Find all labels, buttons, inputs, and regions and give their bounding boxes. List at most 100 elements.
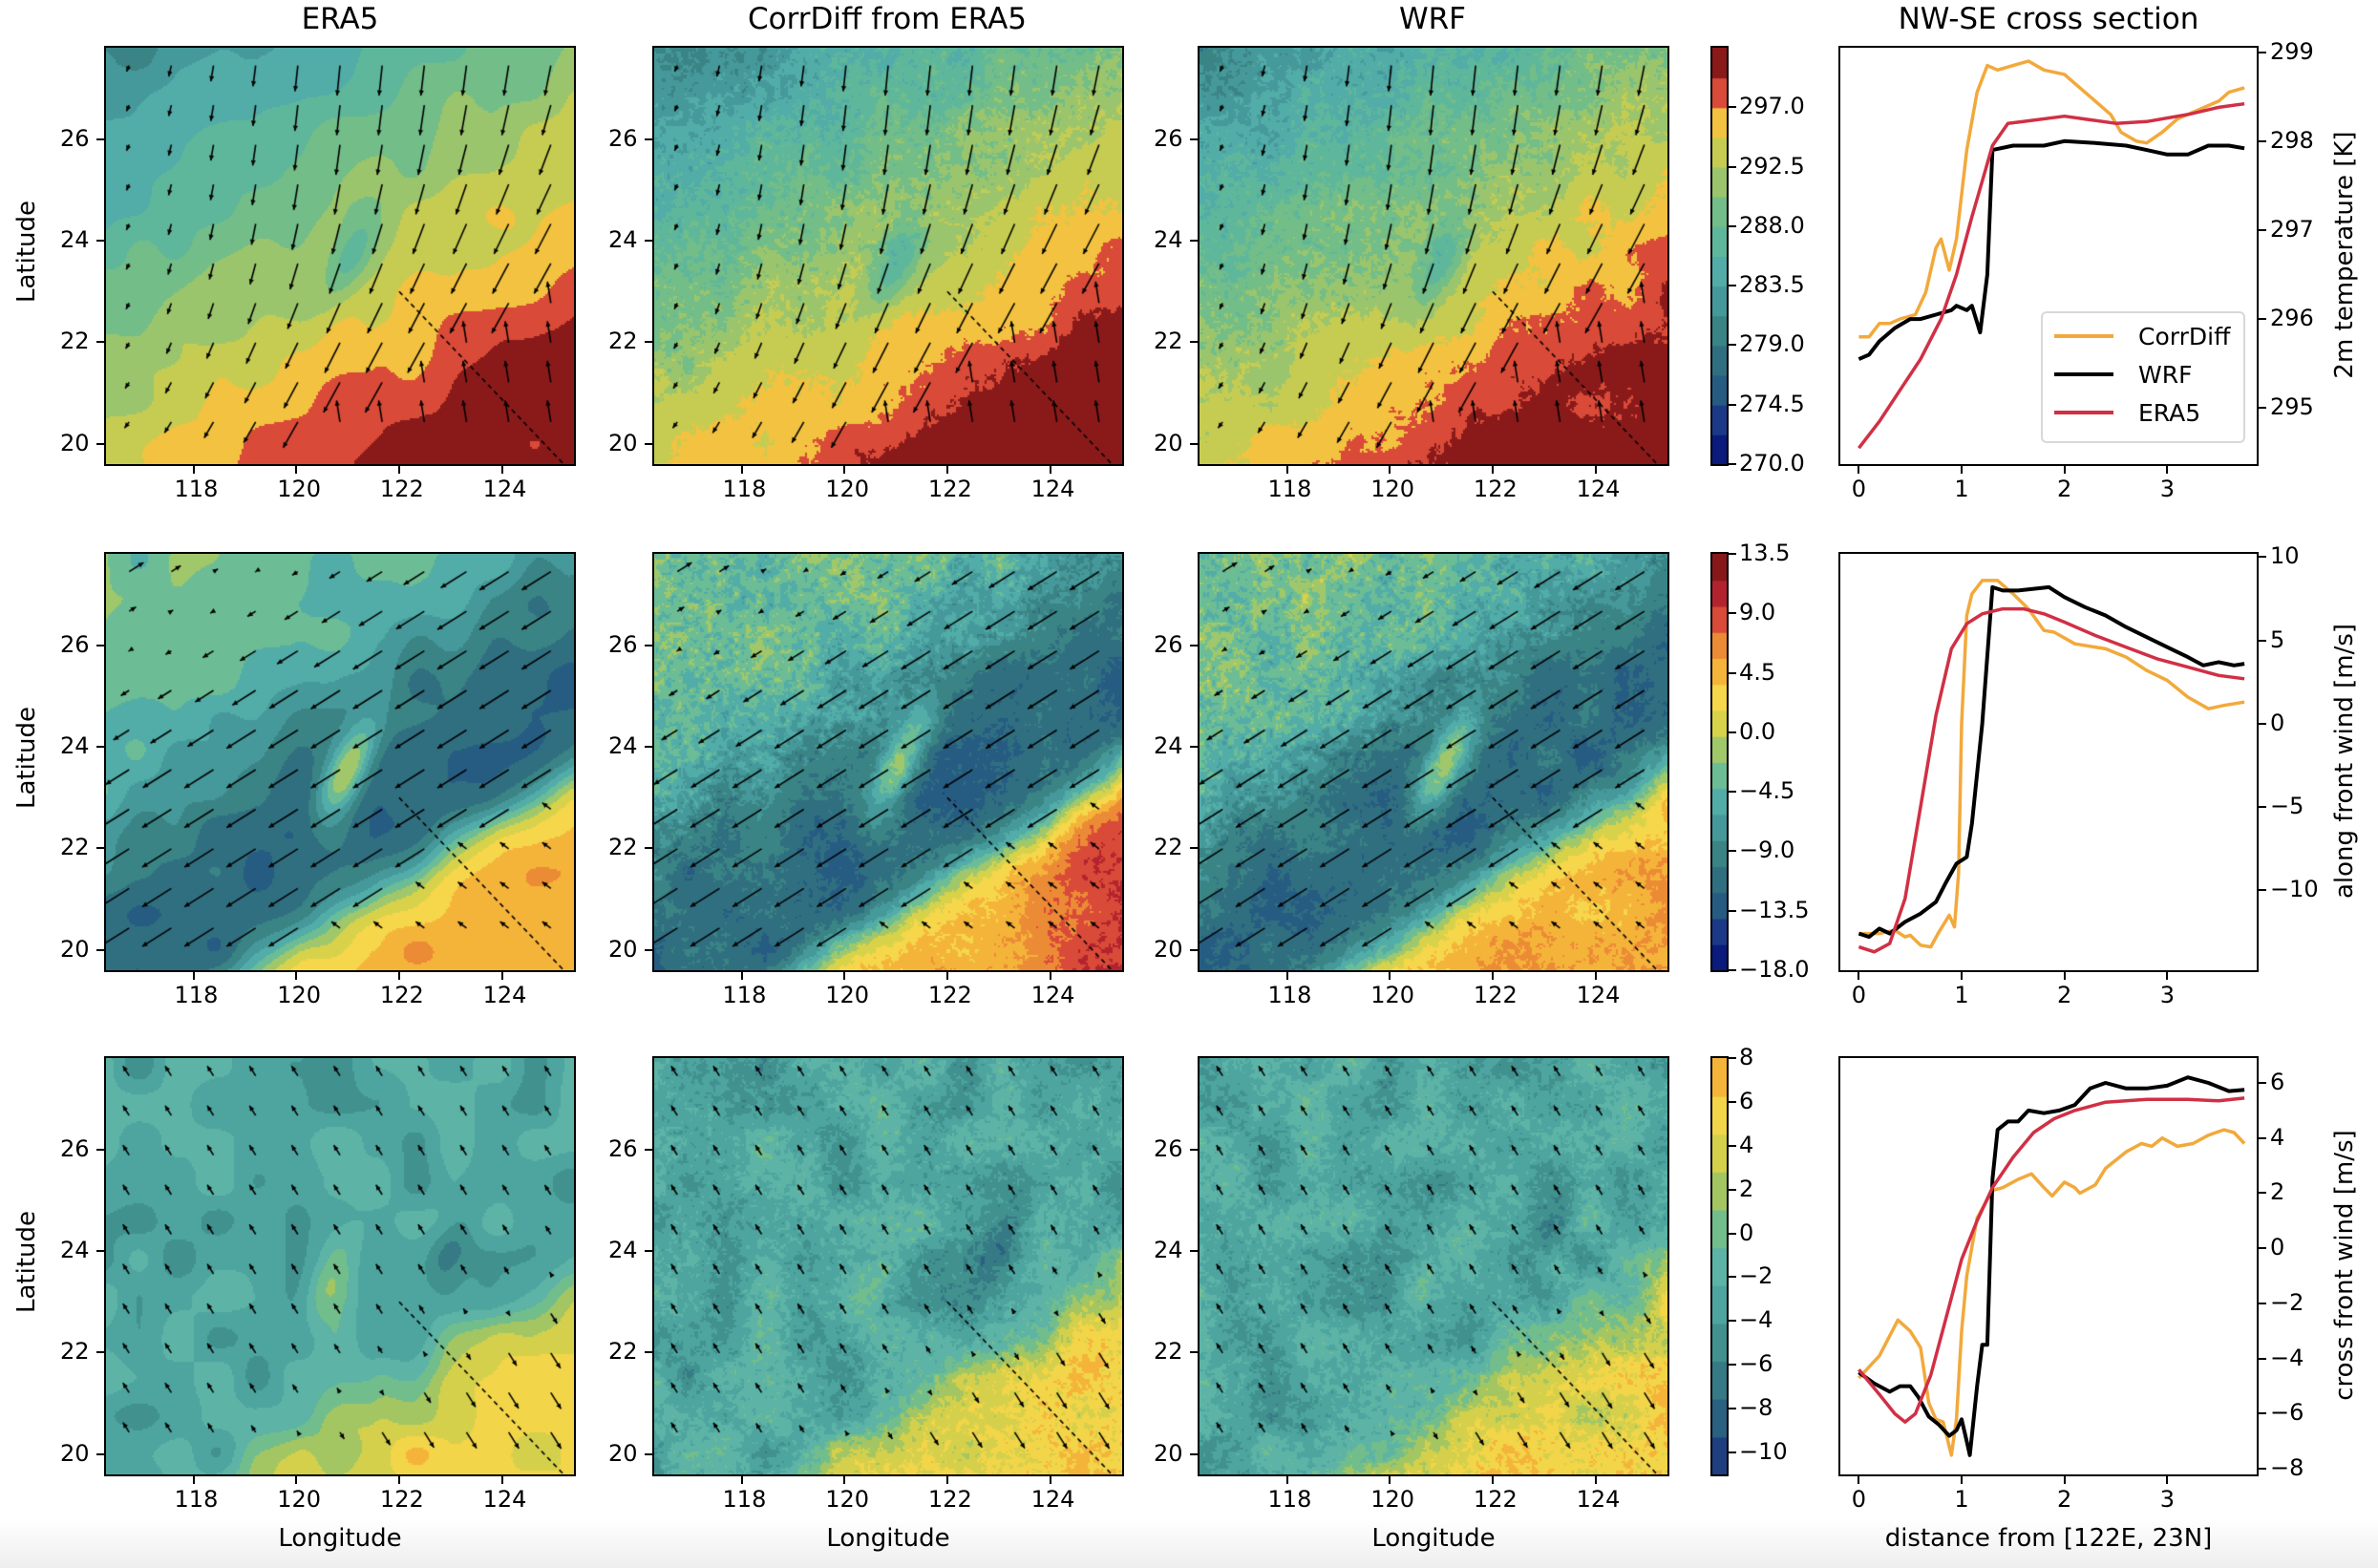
y-tick-mark — [1190, 644, 1198, 646]
colorbar-tick-label: −4 — [1739, 1306, 1773, 1334]
y-tick-mark — [1190, 847, 1198, 850]
y-tick-mark — [1190, 240, 1198, 243]
x-tick-label: 122 — [927, 476, 972, 502]
series-line-wrf — [1858, 138, 2245, 361]
y-tick-label: −4 — [2270, 1344, 2304, 1371]
colorbar-tick-mark — [1729, 791, 1736, 794]
y-tick-label: 6 — [2270, 1068, 2285, 1095]
x-tick-mark — [1858, 972, 1860, 980]
y-tick-label: 24 — [60, 1237, 90, 1264]
colorbar-tick-label: 0 — [1739, 1218, 1754, 1246]
contour-field — [654, 48, 1122, 464]
map-along-front-wind-era5 — [104, 552, 576, 972]
map-cross-front-wind-era5 — [104, 1056, 576, 1476]
legend-line-wrf — [2054, 372, 2113, 376]
y-tick-label: 26 — [608, 1134, 638, 1162]
colorbar-tick-label: 9.0 — [1739, 599, 1776, 626]
y-tick-mark — [2259, 806, 2266, 809]
x-tick-label: 118 — [722, 1486, 767, 1513]
x-tick-mark — [1285, 1476, 1288, 1484]
x-tick-mark — [2063, 972, 2066, 980]
colorbar-tick-mark — [1729, 1144, 1736, 1147]
x-tick-mark — [1389, 1476, 1391, 1484]
y-tick-label: 24 — [1154, 226, 1183, 254]
y-tick-label: −2 — [2270, 1288, 2304, 1316]
y-tick-mark — [1190, 1250, 1198, 1253]
y-tick-label: −8 — [2270, 1454, 2304, 1482]
x-tick-label: 120 — [277, 476, 322, 502]
y-tick-label: 26 — [608, 630, 638, 658]
colorbar-tick-label: 297.0 — [1739, 93, 1805, 120]
x-tick-mark — [945, 1476, 948, 1484]
y-tick-mark — [2259, 1136, 2266, 1139]
y-tick-mark — [1190, 442, 1198, 445]
colorbar-gradient — [1712, 48, 1727, 464]
colorbar-tick-label: 8 — [1739, 1044, 1754, 1070]
x-tick-label: 124 — [1030, 982, 1075, 1008]
x-tick-label: 3 — [2159, 982, 2175, 1008]
x-tick-label: 3 — [2159, 1486, 2175, 1513]
y-tick-mark — [1190, 1452, 1198, 1455]
series-line-era5 — [1858, 1096, 2245, 1424]
x-tick-mark — [843, 1476, 846, 1484]
x-tick-mark — [500, 1476, 503, 1484]
x-tick-mark — [2063, 1476, 2066, 1484]
y-tick-label: 26 — [1154, 630, 1183, 658]
x-tick-mark — [843, 972, 846, 980]
x-tick-label: 124 — [1576, 1486, 1621, 1513]
y-tick-label: 26 — [60, 1134, 90, 1162]
colorbar-tick-mark — [1729, 1232, 1736, 1235]
map-cross-front-wind-corrdiff — [652, 1056, 1124, 1476]
colorbar-along-front-wind — [1710, 552, 1729, 972]
y-tick-mark — [2259, 51, 2266, 53]
x-tick-label: 3 — [2159, 476, 2175, 502]
colorbar-tick-mark — [1729, 165, 1736, 168]
colorbar-tick-mark — [1729, 850, 1736, 853]
contour-field — [1200, 554, 1667, 970]
longitude-label: Longitude — [826, 1524, 950, 1553]
cross-section-temperature: CorrDiff WRF ERA5 — [1838, 46, 2259, 466]
x-tick-label: 122 — [379, 1486, 424, 1513]
y-tick-mark — [1190, 948, 1198, 951]
x-tick-label: 118 — [1267, 982, 1312, 1008]
colorbar-tick-label: 13.5 — [1739, 540, 1791, 566]
legend-item: WRF — [2054, 357, 2192, 392]
x-tick-label: 1 — [1954, 982, 1969, 1008]
y-tick-label: 2 — [2270, 1178, 2285, 1206]
colorbar-tick-label: 288.0 — [1739, 211, 1805, 239]
y-tick-mark — [2259, 407, 2266, 410]
colorbar-tick-mark — [1729, 1320, 1736, 1323]
legend-item: CorrDiff — [2054, 319, 2230, 353]
legend-label: WRF — [2138, 360, 2193, 389]
x-tick-mark — [2166, 972, 2169, 980]
legend-label: ERA5 — [2138, 398, 2201, 427]
colorbar-tick-mark — [1729, 1364, 1736, 1367]
x-tick-label: 120 — [825, 1486, 870, 1513]
y-tick-mark — [1190, 1148, 1198, 1151]
legend-item: ERA5 — [2054, 395, 2200, 430]
y-tick-mark — [2259, 1302, 2266, 1304]
colorbar-cross-front-wind — [1710, 1056, 1729, 1476]
cross-section-y-label: cross front wind [m/s] — [2330, 1130, 2359, 1401]
x-tick-mark — [843, 466, 846, 474]
y-tick-mark — [96, 1351, 104, 1354]
x-tick-label: 122 — [927, 982, 972, 1008]
colorbar-tick-mark — [1729, 553, 1736, 555]
y-tick-mark — [96, 948, 104, 951]
y-tick-label: 22 — [1154, 328, 1183, 355]
latitude-label: Latitude — [12, 1210, 41, 1313]
x-tick-label: 118 — [722, 476, 767, 502]
x-tick-label: 1 — [1954, 1486, 1969, 1513]
y-tick-mark — [2259, 1081, 2266, 1084]
x-tick-mark — [1049, 466, 1051, 474]
colorbar-tick-mark — [1729, 612, 1736, 615]
x-tick-label: 118 — [174, 1486, 219, 1513]
colorbar-tick-mark — [1729, 1408, 1736, 1410]
y-tick-mark — [645, 847, 652, 850]
colorbar-tick-label: 283.5 — [1739, 271, 1805, 299]
x-tick-label: 122 — [379, 476, 424, 502]
x-tick-label: 1 — [1954, 476, 1969, 502]
y-tick-label: −5 — [2270, 793, 2304, 820]
colorbar-tick-label: −2 — [1739, 1262, 1773, 1290]
column-title: ERA5 — [301, 2, 379, 36]
